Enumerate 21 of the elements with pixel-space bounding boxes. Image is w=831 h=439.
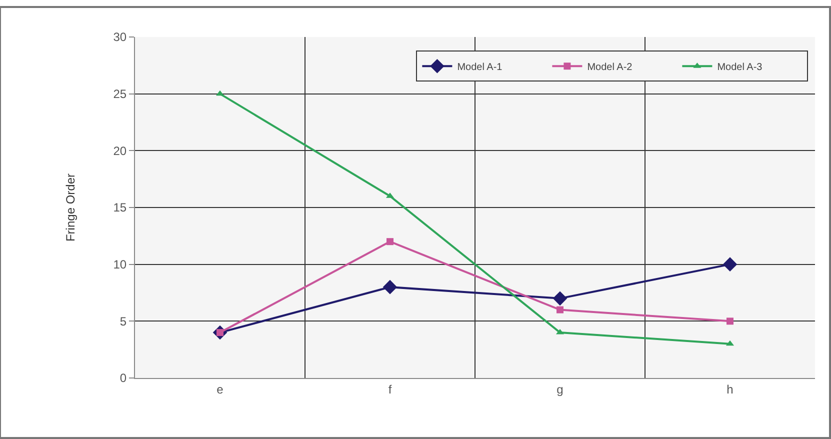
x-tick-label: h [726, 382, 734, 396]
y-tick-label: 5 [120, 314, 127, 328]
legend-label: Model A-2 [587, 62, 633, 74]
y-tick-label: 30 [113, 30, 127, 44]
y-tick-label: 10 [113, 258, 127, 272]
y-tick-label: 0 [120, 371, 127, 386]
legend-label: Model A-1 [457, 62, 503, 74]
x-tick-label: f [388, 382, 392, 396]
y-tick-label: 15 [113, 200, 127, 215]
y-tick-label: 20 [113, 144, 127, 158]
x-tick-label: e [216, 382, 224, 396]
point [556, 306, 564, 314]
point [382, 280, 398, 294]
point [386, 238, 394, 246]
y-axis-title: Fringe Order [64, 173, 78, 242]
point [722, 257, 738, 272]
y-tick-label: 25 [113, 87, 127, 102]
point [552, 291, 568, 306]
legend-label: Model A-3 [717, 62, 763, 74]
point [726, 318, 734, 325]
x-tick-label: g [556, 382, 564, 396]
